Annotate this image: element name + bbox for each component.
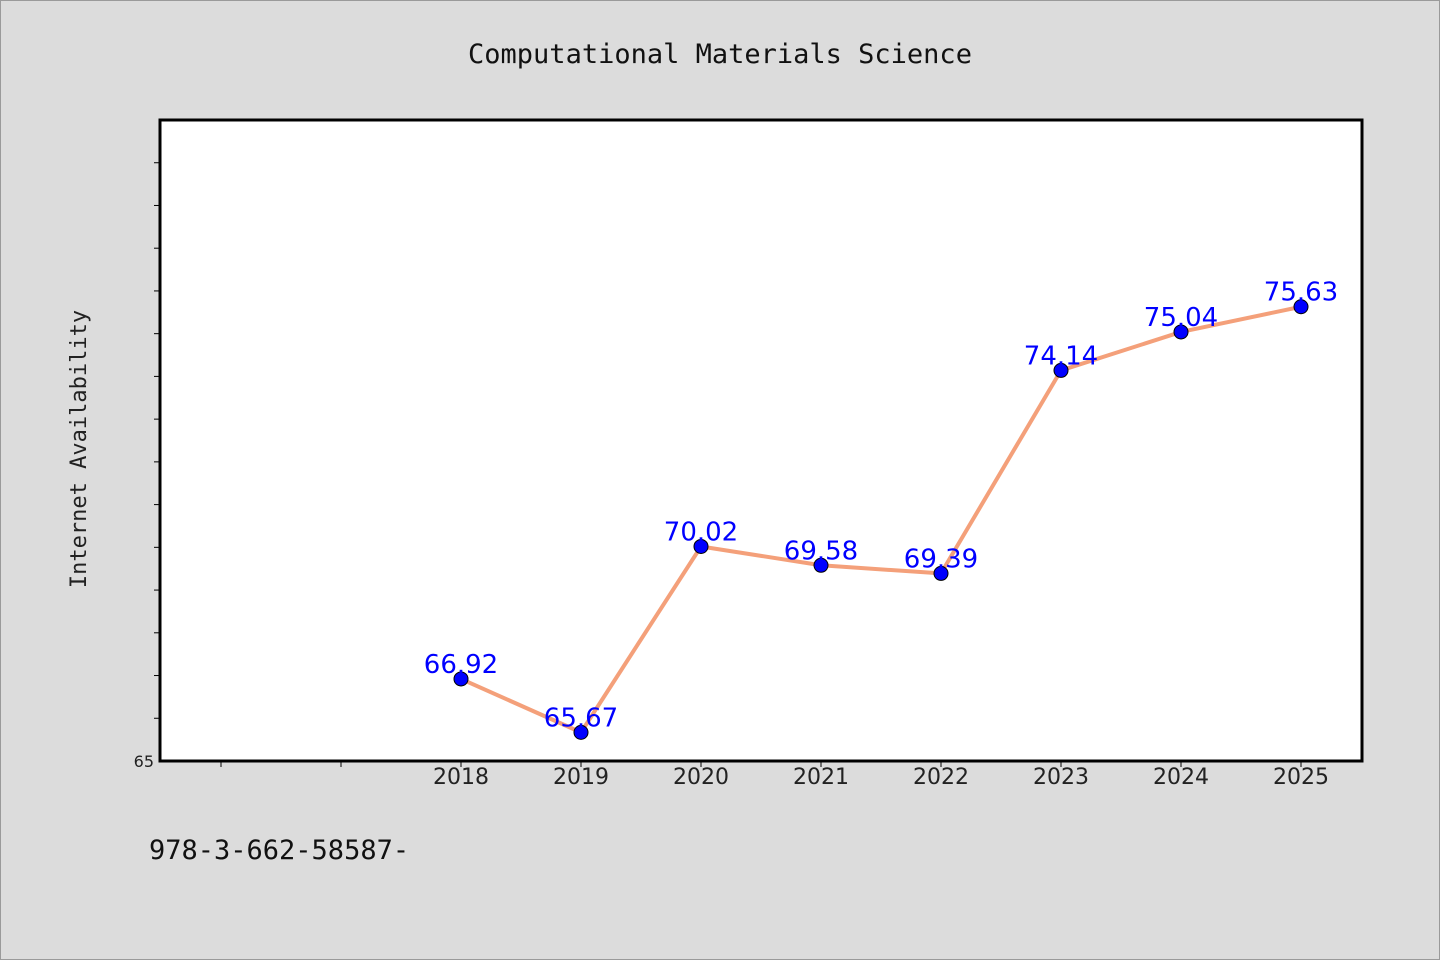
x-tick-label-2024: 2024 (1153, 765, 1209, 790)
x-tick-label-2018: 2018 (433, 765, 489, 790)
x-tick-label-2023: 2023 (1033, 765, 1089, 790)
data-label-2018: 66.92 (424, 650, 498, 680)
x-tick-label-2022: 2022 (913, 765, 969, 790)
data-point-2023 (1053, 362, 1069, 378)
x-tick-label-2019: 2019 (553, 765, 609, 790)
data-label-2020: 70.02 (664, 517, 738, 547)
data-label-2021: 69.58 (784, 536, 858, 566)
y-axis-label: Internet Availability (67, 310, 92, 588)
data-point-2019 (573, 724, 589, 740)
y-tick-label: 65 (134, 752, 154, 771)
data-point-2020 (693, 538, 709, 554)
data-point-2021 (813, 557, 829, 573)
series-line (460, 304, 1302, 735)
data-point-2018 (453, 671, 469, 687)
series-layer: 66.92 65.67 70.02 69.58 69.39 74.14 75.04 75.63 (424, 278, 1338, 740)
chart-title: Computational Materials Science (468, 39, 972, 70)
data-label-2019: 65.67 (544, 703, 618, 733)
data-label-2022: 69.39 (904, 544, 978, 574)
data-label-2024: 75.04 (1144, 303, 1218, 333)
plot-area (158, 118, 1364, 763)
x-tick-label-2020: 2020 (673, 765, 729, 790)
data-point-2025 (1293, 299, 1309, 315)
data-point-2024 (1173, 324, 1189, 340)
x-tick-label-2025: 2025 (1273, 765, 1329, 790)
y-axis-ticks: 65 (134, 162, 160, 771)
x-tick-label-2021: 2021 (793, 765, 849, 790)
footer-isbn-text: 978-3-662-58587- (149, 835, 410, 866)
data-label-2025: 75.63 (1264, 278, 1338, 308)
x-axis-ticks: 2018 2019 2020 2021 2022 2023 2024 2025 (220, 761, 1329, 790)
data-label-2023: 74.14 (1024, 341, 1098, 371)
data-point-2022 (933, 565, 949, 581)
